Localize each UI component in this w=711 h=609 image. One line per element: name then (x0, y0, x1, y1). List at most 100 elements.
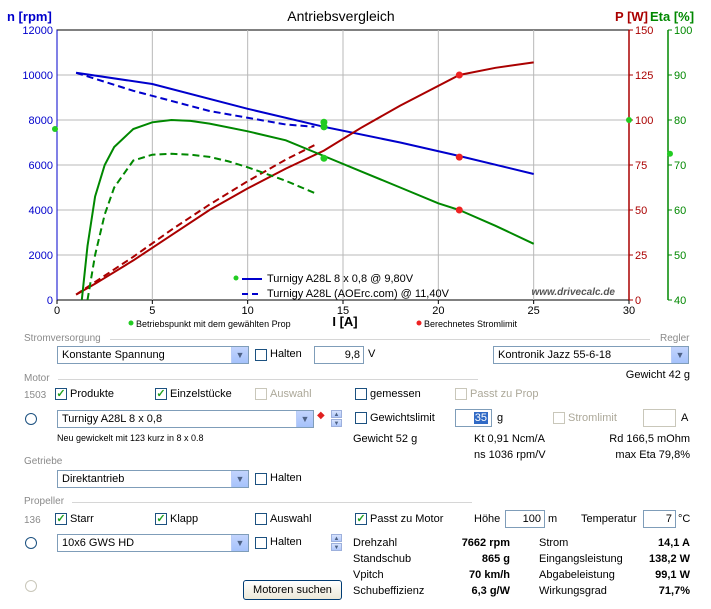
chevron-down-icon[interactable]: ▼ (231, 535, 248, 551)
motor-select[interactable]: Turnigy A28L 8 x 0,8 ▼ (57, 410, 314, 428)
series-line-eta-solid (80, 118, 535, 301)
motor-note: Neu gewickelt mit 123 kurz in 8 x 0.8 (57, 433, 204, 443)
eta-tick-label: 90 (674, 70, 686, 82)
power-tick-label: 25 (635, 250, 647, 262)
stromlimit-label: Stromlimit (568, 412, 617, 424)
power-tick-label: 0 (635, 295, 641, 307)
motor-auswahl-checkbox[interactable] (255, 388, 267, 400)
strom-value: 14,1 A (657, 537, 690, 549)
gearbox-halten-checkbox[interactable] (255, 473, 267, 485)
esc-value: Kontronik Jazz 55-6-18 (498, 349, 612, 361)
chevron-down-icon[interactable]: ▼ (231, 471, 248, 487)
diamond-icon: ◆ (317, 410, 325, 421)
eingangsleistung-value: 138,2 W (649, 553, 690, 565)
limit-note: Berechnetes Stromlimit (424, 319, 518, 329)
x-tick-label: 5 (149, 305, 155, 317)
eta-axis-label: Eta [%] (650, 9, 694, 24)
chart-markers (52, 71, 673, 214)
motor-spin-up[interactable]: ▲ (331, 410, 342, 418)
series-line-eta-dashed (86, 152, 315, 301)
motor-radio[interactable] (25, 413, 37, 425)
temperature-input[interactable]: 7 (643, 510, 676, 528)
prop-auswahl-label: Auswahl (270, 513, 312, 525)
section-propeller: Propeller (24, 496, 65, 507)
gewichtslimit-value: 35 (473, 412, 488, 424)
current-limit-marker (455, 153, 463, 161)
passt-zu-prop-checkbox[interactable] (455, 388, 467, 400)
produkte-checkbox[interactable]: ✓ (55, 388, 67, 400)
rpm-tick-label: 6000 (29, 160, 53, 172)
motor-rd: Rd 166,5 mOhm (609, 433, 690, 445)
gearbox-select[interactable]: Direktantrieb ▼ (57, 470, 249, 488)
hoehe-input[interactable]: 100 (505, 510, 545, 528)
legend-dashed-label: Turnigy A28L (AOErc.com) @ 11,40V (267, 288, 450, 300)
hoehe-unit: m (548, 513, 558, 525)
prop-spin-up[interactable]: ▲ (331, 534, 342, 542)
schubeffizienz-label: Schubeffizienz (353, 585, 425, 597)
divider (58, 379, 478, 380)
gewichtslimit-checkbox[interactable] (355, 412, 367, 424)
motor-spin-down[interactable]: ▼ (331, 419, 342, 427)
prop-spin-down[interactable]: ▼ (331, 543, 342, 551)
motor-kt: Kt 0,91 Ncm/A (474, 433, 545, 445)
passt-zu-motor-checkbox[interactable]: ✓ (355, 513, 367, 525)
power-source-value: Konstante Spannung (62, 349, 165, 361)
power-tick-label: 150 (635, 25, 653, 37)
abgabeleistung-value: 99,1 W (655, 569, 690, 581)
einzelstuecke-checkbox[interactable]: ✓ (155, 388, 167, 400)
power-tick-label: 75 (635, 160, 647, 172)
power-tick-label: 50 (635, 205, 647, 217)
stromlimit-unit: A (681, 412, 689, 424)
eingangsleistung-label: Eingangsleistung (539, 553, 623, 565)
x-tick-label: 25 (528, 305, 540, 317)
section-stromversorgung: Stromversorgung (24, 333, 101, 344)
gewichtslimit-input[interactable]: 35 (455, 409, 492, 427)
propeller-count: 136 (24, 515, 41, 526)
chart-axes (56, 29, 672, 304)
starr-checkbox[interactable]: ✓ (55, 513, 67, 525)
voltage-halten-checkbox[interactable] (255, 349, 267, 361)
wirkungsgrad-label: Wirkungsgrad (539, 585, 607, 597)
motor-max-eta: max Eta 79,8% (615, 449, 690, 461)
klapp-checkbox[interactable]: ✓ (155, 513, 167, 525)
prop-halten-checkbox[interactable] (255, 537, 267, 549)
standschub-label: Standschub (353, 553, 412, 565)
current-limit-marker (455, 206, 463, 214)
motor-count: 1503 (24, 390, 47, 401)
rpm-tick-label: 0 (47, 295, 53, 307)
eta-tick-label: 80 (674, 115, 686, 127)
chevron-down-icon[interactable]: ▼ (231, 347, 248, 363)
search-motors-button[interactable]: Motoren suchen (243, 580, 342, 600)
einzelstuecke-label: Einzelstücke (170, 388, 232, 400)
wirkungsgrad-value: 71,7% (658, 585, 690, 597)
eta-tick-label: 40 (674, 295, 686, 307)
power-tick-label: 125 (635, 70, 653, 82)
limit-note-dot (416, 320, 422, 326)
prop-auswahl-checkbox[interactable] (255, 513, 267, 525)
axis-marker (667, 150, 673, 157)
chevron-down-icon[interactable]: ▼ (671, 347, 688, 363)
stromlimit-checkbox[interactable] (553, 412, 565, 424)
rpm-axis-label: n [rpm] (7, 9, 52, 24)
esc-select[interactable]: Kontronik Jazz 55-6-18 ▼ (493, 346, 689, 364)
propeller-radio[interactable] (25, 537, 37, 549)
section-motor: Motor (24, 373, 50, 384)
power-axis-label: P [W] (615, 9, 648, 24)
voltage-input[interactable]: 9,8 (314, 346, 364, 364)
gemessen-label: gemessen (370, 388, 421, 400)
motor-auswahl-label: Auswahl (270, 388, 312, 400)
schubeffizienz-value: 6,3 g/W (471, 585, 510, 597)
rpm-tick-label: 4000 (29, 205, 53, 217)
drehzahl-label: Drehzahl (353, 537, 398, 549)
propeller-select[interactable]: 10x6 GWS HD ▼ (57, 534, 249, 552)
voltage-halten-label: Halten (270, 348, 302, 360)
stromlimit-input[interactable] (643, 409, 676, 427)
vpitch-value: 70 km/h (469, 569, 510, 581)
motor-ns: ns 1036 rpm/V (474, 449, 546, 461)
chevron-down-icon[interactable]: ▼ (296, 411, 313, 427)
power-source-select[interactable]: Konstante Spannung ▼ (57, 346, 249, 364)
temperature-label: Temperatur (581, 513, 637, 525)
gemessen-checkbox[interactable] (355, 388, 367, 400)
passt-zu-prop-label: Passt zu Prop (470, 388, 539, 400)
empty-radio[interactable] (25, 580, 37, 592)
